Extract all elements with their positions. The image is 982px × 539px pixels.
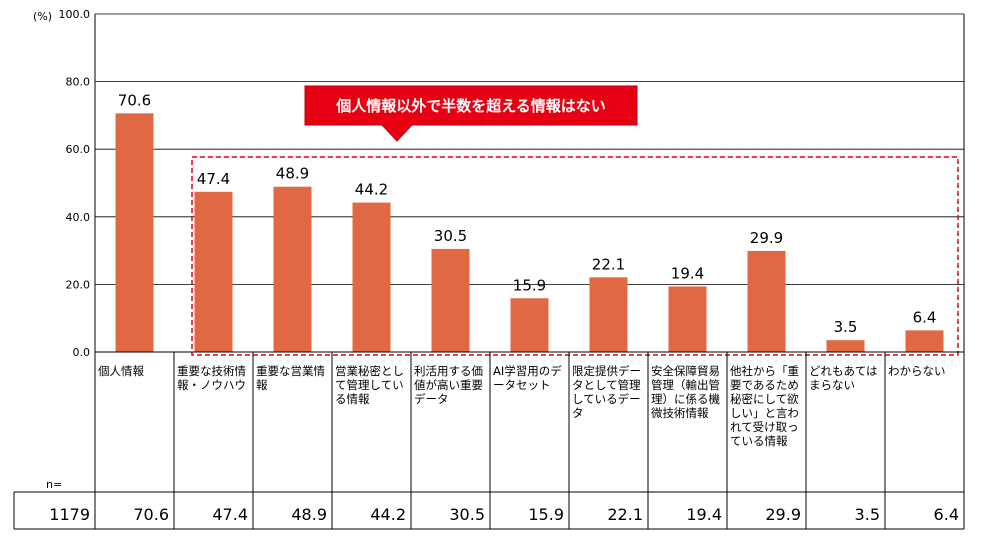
bar (194, 191, 233, 352)
category-label: 重要な営業情報 (256, 364, 325, 392)
category-label: わからない (888, 364, 946, 378)
table-value: 47.4 (212, 505, 248, 524)
table-value: 3.5 (854, 505, 880, 524)
data-label: 47.4 (197, 170, 230, 188)
bar (905, 330, 944, 352)
table-value: 19.4 (686, 505, 722, 524)
bar (115, 113, 154, 352)
y-tick-label: 100.0 (59, 8, 91, 21)
category-label: 利活用する価値が高い重要データ (414, 364, 483, 406)
data-label: 6.4 (913, 308, 937, 326)
data-label: 44.2 (355, 181, 388, 199)
data-label: 3.5 (834, 318, 858, 336)
data-label: 30.5 (434, 227, 467, 245)
bar (589, 277, 628, 352)
y-axis-unit: (%) (33, 10, 52, 23)
annotation-callout: 個人情報以外で半数を超える情報はない (304, 85, 638, 142)
table-value: 70.6 (133, 505, 169, 524)
category-label: どれもあてはまらない (809, 364, 878, 392)
y-tick-label: 60.0 (66, 143, 91, 156)
table-value: 22.1 (607, 505, 643, 524)
bar (273, 186, 312, 352)
y-tick-label: 0.0 (73, 346, 91, 359)
table-value: 15.9 (528, 505, 564, 524)
data-label: 22.1 (592, 255, 625, 273)
n-value: 1179 (49, 505, 90, 524)
data-label: 70.6 (118, 91, 151, 109)
table-value: 29.9 (765, 505, 801, 524)
data-label: 15.9 (513, 276, 546, 294)
y-tick-label: 40.0 (66, 211, 91, 224)
table-value: 6.4 (933, 505, 959, 524)
annotation-callout-shape (304, 85, 638, 142)
bars (115, 113, 944, 352)
table-value: 44.2 (370, 505, 406, 524)
bar (431, 248, 470, 352)
annotation-text: 個人情報以外で半数を超える情報はない (335, 97, 606, 115)
data-label: 48.9 (276, 165, 309, 183)
bar (668, 286, 707, 352)
value-labels: 70.6 47.4 48.9 44.2 30.5 15.9 22.1 19.4 29.9 3.5 6… (118, 91, 937, 336)
bar (747, 250, 786, 352)
data-label: 29.9 (750, 229, 783, 247)
bar (352, 202, 391, 352)
category-label: 重要な技術情報・ノウハウ (177, 364, 246, 392)
category-label: AI学習用のデータセット (493, 364, 562, 392)
table-value: 30.5 (449, 505, 485, 524)
category-label: 安全保障貿易管理（輸出管理）に係る機微技術情報 (651, 364, 720, 420)
category-label: 限定提供データとして管理しているデータ (572, 364, 641, 420)
category-label: 他社から「重要であるため秘密にして欲しい」と言われて受け取っている情報 (730, 364, 799, 448)
n-label: n= (46, 478, 63, 491)
bar (510, 298, 549, 352)
category-label: 個人情報 (98, 364, 144, 378)
annotation-dashed-box (191, 156, 959, 356)
bar (826, 340, 865, 352)
y-tick-label: 80.0 (66, 76, 91, 89)
table-grid (13, 351, 965, 530)
y-tick-label: 20.0 (66, 278, 91, 291)
table-value: 48.9 (291, 505, 327, 524)
data-label: 19.4 (671, 264, 704, 282)
category-label: 営業秘密として管理している情報 (335, 364, 404, 406)
y-axis-ticks: 0.0 20.0 40.0 60.0 80.0 100.0 (59, 8, 91, 359)
